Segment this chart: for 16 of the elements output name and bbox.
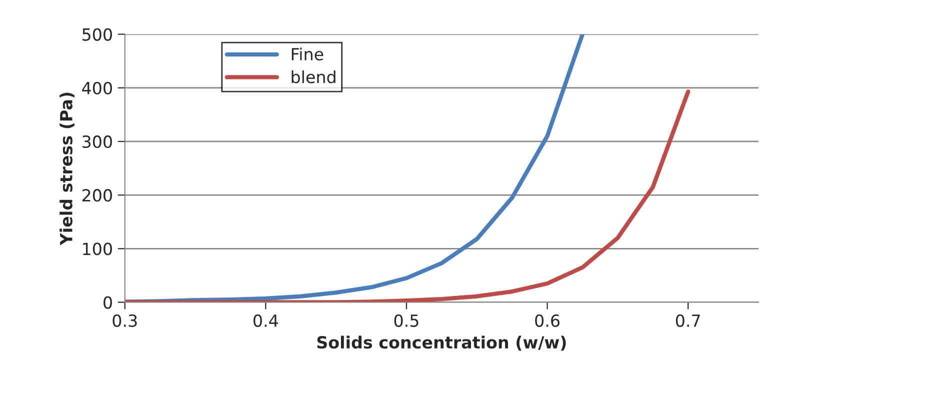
y-tick-label: 400 <box>82 82 112 94</box>
x-tick-label: 0.7 <box>676 314 700 327</box>
x-tick-label: 0.6 <box>535 314 560 327</box>
y-tick-label: 200 <box>82 189 112 202</box>
x-tick-label: 0.4 <box>254 314 278 327</box>
line-series <box>124 90 690 302</box>
y-axis-title: Yield stress (Pa) <box>60 92 74 246</box>
y-tick-label: 500 <box>82 28 112 41</box>
x-tick-label: 0.5 <box>394 314 418 327</box>
y-tick-label: 100 <box>83 242 112 256</box>
y-tick-label: 300 <box>82 135 112 148</box>
x-tick-label: 0.3 <box>112 314 137 327</box>
x-axis-title: Solids concentration (w/w) <box>317 336 566 351</box>
legend-label: Fine <box>292 48 324 60</box>
legend-label: blend <box>292 70 336 84</box>
y-tick-label: 0 <box>104 296 112 309</box>
